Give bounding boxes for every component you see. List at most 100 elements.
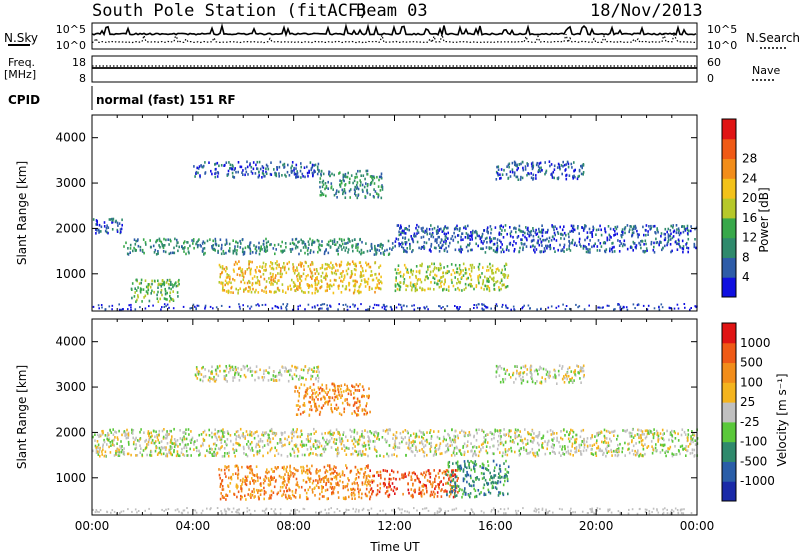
echo-pixel <box>494 237 496 240</box>
echo-pixel <box>366 264 368 267</box>
echo-pixel <box>393 433 395 436</box>
echo-pixel <box>602 453 604 456</box>
echo-pixel <box>230 434 232 437</box>
echo-pixel <box>453 232 455 235</box>
echo-pixel <box>208 370 210 373</box>
echo-pixel <box>589 248 591 251</box>
echo-pixel <box>547 245 549 248</box>
echo-pixel <box>581 226 583 229</box>
echo-pixel <box>335 263 337 266</box>
echo-pixel <box>354 410 356 413</box>
echo-pixel <box>486 285 488 288</box>
echo-pixel <box>189 307 191 309</box>
echo-pixel <box>321 308 323 310</box>
echo-pixel <box>335 442 337 445</box>
echo-pixel <box>466 272 468 275</box>
echo-pixel <box>540 162 542 165</box>
echo-pixel <box>493 437 495 440</box>
echo-pixel <box>293 431 295 434</box>
echo-pixel <box>250 273 252 276</box>
echo-pixel <box>476 439 478 442</box>
echo-pixel <box>253 168 255 171</box>
echo-pixel <box>439 263 441 266</box>
echo-pixel <box>654 307 656 309</box>
echo-pixel <box>513 227 515 230</box>
echo-pixel <box>267 439 269 442</box>
echo-pixel <box>369 266 371 269</box>
echo-pixel <box>272 262 274 265</box>
echo-pixel <box>334 194 336 197</box>
echo-pixel <box>544 440 546 443</box>
echo-pixel <box>212 307 214 309</box>
echo-pixel <box>214 428 216 431</box>
echo-pixel <box>660 451 662 454</box>
echo-pixel <box>113 439 115 442</box>
echo-pixel <box>308 243 310 246</box>
echo-pixel <box>456 225 458 228</box>
echo-pixel <box>146 454 148 457</box>
echo-pixel <box>424 307 426 309</box>
echo-pixel <box>134 287 136 290</box>
echo-pixel <box>211 370 213 373</box>
echo-pixel <box>159 298 161 301</box>
echo-pixel <box>682 448 684 451</box>
echo-pixel <box>252 370 254 373</box>
echo-pixel <box>323 390 325 393</box>
echo-pixel <box>282 366 284 369</box>
echo-pixel <box>293 435 295 438</box>
echo-pixel <box>554 165 556 168</box>
echo-pixel <box>421 229 423 232</box>
echo-pixel <box>429 288 431 291</box>
echo-pixel <box>538 169 540 172</box>
echo-pixel <box>310 252 312 255</box>
echo-pixel <box>520 163 522 166</box>
echo-pixel <box>148 443 150 446</box>
echo-pixel <box>568 248 570 251</box>
echo-pixel <box>347 251 349 254</box>
echo-pixel <box>241 166 243 169</box>
echo-pixel <box>358 490 360 493</box>
echo-pixel <box>655 238 657 241</box>
echo-pixel <box>467 277 469 280</box>
echo-pixel <box>291 432 293 435</box>
echo-pixel <box>151 290 153 293</box>
echo-pixel <box>169 430 171 433</box>
echo-pixel <box>227 452 229 455</box>
echo-pixel <box>376 304 378 306</box>
echo-pixel <box>398 272 400 275</box>
echo-pixel <box>163 238 165 241</box>
echo-pixel <box>203 431 205 434</box>
echo-pixel <box>332 242 334 245</box>
echo-pixel <box>224 447 226 450</box>
echo-pixel <box>401 246 403 249</box>
echo-pixel <box>486 277 488 280</box>
echo-pixel <box>259 449 261 452</box>
echo-pixel <box>209 380 211 383</box>
echo-pixel <box>615 450 617 453</box>
echo-pixel <box>493 277 495 280</box>
echo-pixel <box>672 226 674 229</box>
echo-pixel <box>234 279 236 282</box>
echo-pixel <box>613 450 615 453</box>
echo-pixel <box>591 448 593 451</box>
echo-pixel <box>159 238 161 241</box>
echo-pixel <box>170 291 172 294</box>
echo-pixel <box>165 437 167 440</box>
echo-pixel <box>202 250 204 253</box>
echo-pixel <box>354 186 356 189</box>
echo-pixel <box>685 445 687 448</box>
echo-pixel <box>114 454 116 457</box>
echo-pixel <box>321 407 323 410</box>
echo-pixel <box>484 229 486 232</box>
echo-pixel <box>316 270 318 273</box>
echo-pixel <box>297 246 299 249</box>
echo-pixel <box>140 249 142 252</box>
noise-tick-top-left: 10^5 <box>56 23 86 36</box>
echo-pixel <box>364 413 366 416</box>
echo-pixel <box>317 409 319 412</box>
echo-pixel <box>244 374 246 377</box>
echo-pixel <box>512 244 514 247</box>
echo-pixel <box>583 442 585 445</box>
echo-pixel <box>501 233 503 236</box>
echo-pixel <box>365 453 367 456</box>
